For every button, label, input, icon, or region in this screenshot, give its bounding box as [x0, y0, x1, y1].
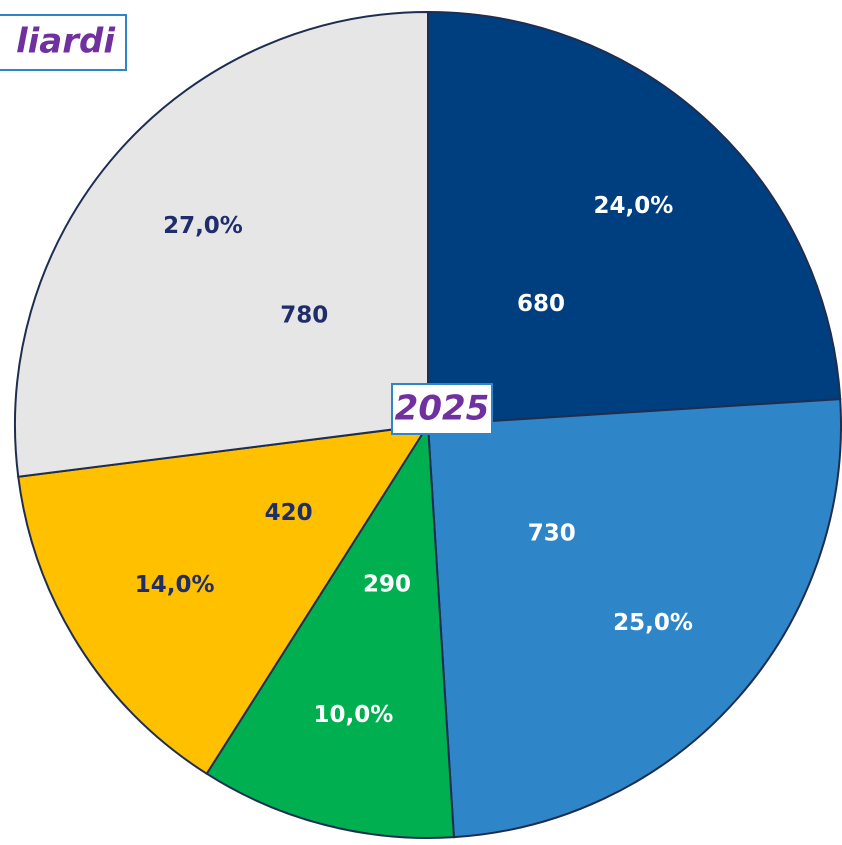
percent-label: 24,0%: [593, 193, 673, 219]
pie: [14, 10, 842, 839]
percent-label: 27,0%: [163, 213, 243, 239]
center-label: 2025: [395, 389, 490, 429]
amount-label: 290: [363, 571, 411, 597]
chart-title: liardi: [16, 22, 116, 62]
percent-label: 25,0%: [613, 610, 693, 636]
pie-slice: [17, 423, 430, 776]
pie-slice: [205, 421, 455, 839]
amount-label: 730: [528, 521, 576, 547]
pie-slice: [426, 398, 842, 839]
amount-label: 780: [280, 302, 328, 328]
pie-slice: [427, 10, 842, 427]
percent-label: 10,0%: [313, 702, 393, 728]
amount-label: 420: [265, 500, 313, 526]
pie-slice: [14, 10, 429, 478]
percent-label: 14,0%: [135, 572, 215, 598]
center-box: [391, 383, 493, 435]
amount-label: 680: [517, 291, 565, 317]
title-box: [0, 14, 127, 71]
